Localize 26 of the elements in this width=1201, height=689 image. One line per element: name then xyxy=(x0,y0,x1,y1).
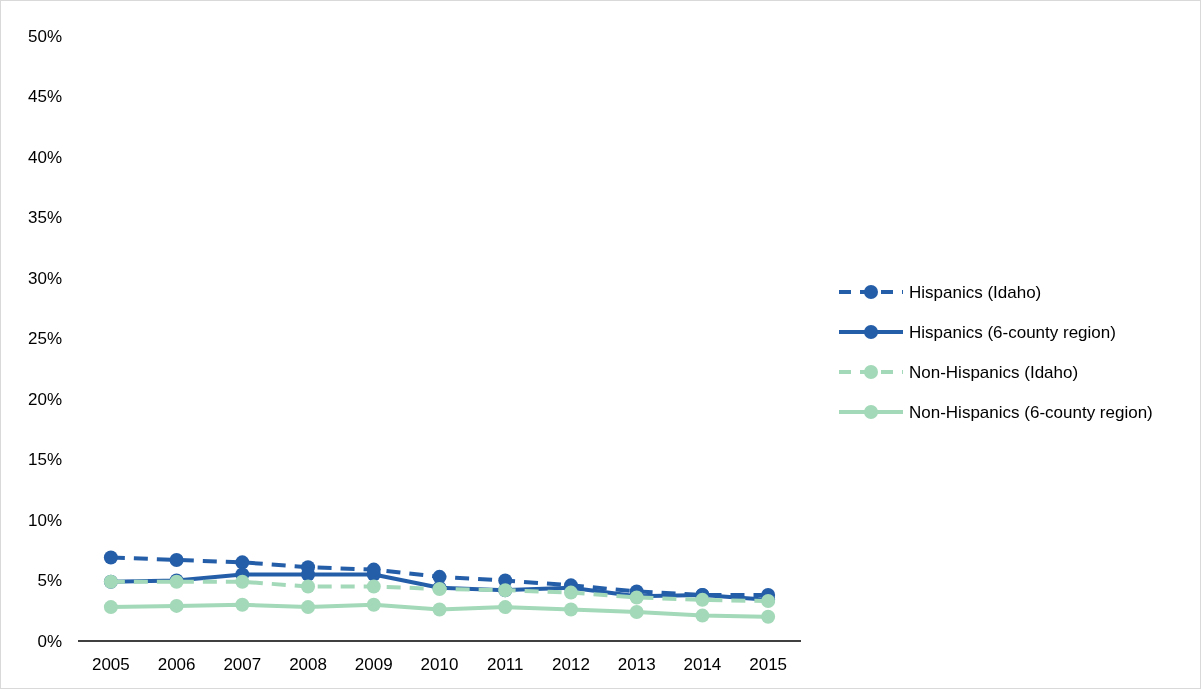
x-tick-label: 2015 xyxy=(749,655,788,674)
y-tick-label: 50% xyxy=(27,26,62,46)
x-tick-label: 2011 xyxy=(486,655,524,674)
y-tick-label: 0% xyxy=(37,631,62,651)
x-tick-label: 2006 xyxy=(157,655,196,674)
x-tick-label: 2014 xyxy=(683,655,722,674)
x-tick-label: 2013 xyxy=(617,655,656,674)
y-tick-label: 40% xyxy=(27,147,62,167)
x-tick-label: 2008 xyxy=(289,655,327,674)
y-tick-label: 10% xyxy=(27,510,62,530)
y-tick-label: 35% xyxy=(27,208,62,228)
x-tick-label: 2010 xyxy=(420,655,459,674)
legend-label: Non-Hispanics (6-county region) xyxy=(909,402,1153,422)
x-tick-label: 2009 xyxy=(354,655,393,674)
legend-label: Hispanics (6-county region) xyxy=(909,322,1116,342)
y-tick-label: 5% xyxy=(37,571,62,591)
y-tick-label: 45% xyxy=(27,87,62,107)
legend-label: Hispanics (Idaho) xyxy=(909,282,1042,302)
x-tick-label: 2005 xyxy=(91,655,130,674)
x-tick-label: 2012 xyxy=(552,655,590,674)
y-tick-label: 15% xyxy=(27,450,62,470)
legend-label: Non-Hispanics (Idaho) xyxy=(909,362,1079,382)
y-tick-label: 20% xyxy=(27,389,62,409)
y-tick-label: 30% xyxy=(27,268,62,288)
x-tick-label: 2007 xyxy=(223,655,262,674)
y-tick-label: 25% xyxy=(27,329,62,349)
